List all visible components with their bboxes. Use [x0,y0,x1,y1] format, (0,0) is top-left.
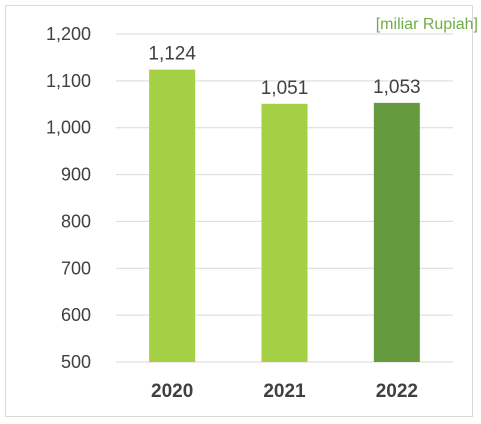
y-tick-label-900: 900 [61,165,91,185]
unit-note: [miliar Rupiah] [376,16,478,33]
data-labels: 1,124 1,051 1,053 [148,44,420,99]
x-axis-category-labels: 2020 2021 2022 [151,381,418,402]
y-axis-tick-labels: 500 600 700 800 900 1,000 1,100 1,200 [46,24,91,372]
bar-2021 [261,103,308,363]
data-label-2022: 1,053 [373,77,421,98]
x-category-label-2022: 2022 [376,381,418,402]
y-tick-label-1100: 1,100 [46,71,91,91]
y-tick-label-500: 500 [61,352,91,372]
data-label-2020: 1,124 [148,44,196,65]
y-tick-label-700: 700 [61,258,91,278]
y-tick-label-1200: 1,200 [46,24,91,44]
x-category-label-2021: 2021 [263,381,306,402]
data-label-2021: 1,051 [261,78,309,99]
y-tick-label-1000: 1,000 [46,118,91,138]
y-tick-label-800: 800 [61,211,91,231]
bar-2020 [149,69,196,363]
bars [149,69,420,363]
bar-2022 [373,102,420,362]
y-tick-label-600: 600 [61,305,91,325]
x-category-label-2020: 2020 [151,381,193,402]
